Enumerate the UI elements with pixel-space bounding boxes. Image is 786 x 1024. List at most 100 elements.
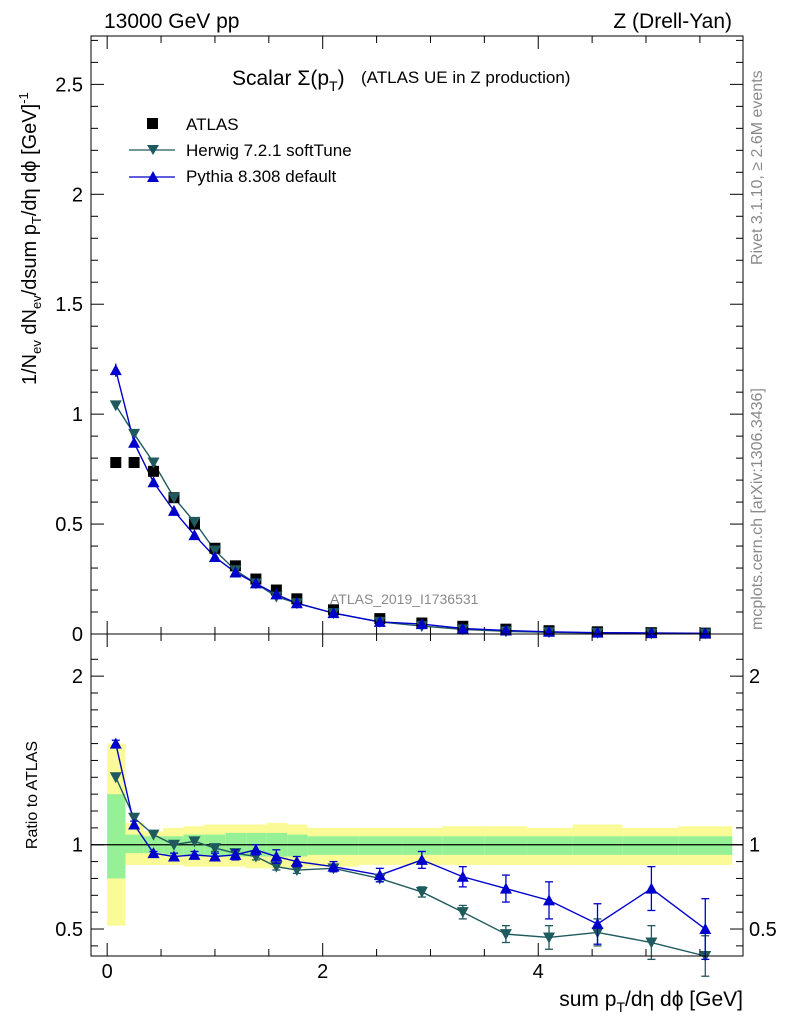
legend-label-pythia: Pythia 8.308 default [186,167,337,186]
ratio-y-axis-label: Ratio to ATLAS [24,741,41,849]
x-tick-label: 4 [533,961,544,983]
ratio-data-series [109,737,712,977]
ylabel-part-1: 1/N [19,354,41,385]
main-data-series [109,363,712,640]
header-left-label: 13000 GeV pp [104,10,239,33]
herwig-point [128,428,141,440]
herwig-point [147,457,160,469]
pythia-point [373,615,386,627]
main-y-tick-label: 2.5 [55,74,83,96]
ratio-herwig-point [290,865,303,877]
main-y-axis-label: 1/Nev dNev/dsum pT/dη dϕ [GeV]-1 [16,92,44,385]
ratio-pythia-point [229,848,242,860]
x-tick-label: 2 [317,961,328,983]
ylabel-part-2: dN [19,309,41,340]
ratio-pythia-point [167,850,180,862]
main-y-tick-label: 0 [72,624,83,646]
xlabel-sub: T [616,999,625,1015]
herwig-point [167,492,180,504]
ratio-herwig-point [109,772,122,784]
ratio-herwig-point [499,929,512,941]
ratio-herwig-point [208,843,221,855]
ratio-pythia-point [645,882,658,894]
herwig-point [188,516,201,528]
ratio-band-green [287,834,308,857]
ratio-pythia-point [456,870,469,882]
pythia-point [699,627,712,639]
title-main: Scalar Σ(p [232,67,329,90]
title-close: ) [338,67,345,90]
main-plot-title: Scalar Σ(pT) (ATLAS UE in Z production) [232,67,570,94]
atlas-data-point [128,457,140,469]
ratio-herwig-point [456,907,469,919]
pythia-point [645,626,658,638]
ratio-herwig-point [270,861,283,873]
x-tick-label: 0 [102,961,113,983]
pythia-point [229,566,242,578]
ylabel-sub-1: ev [29,340,44,354]
pythia-point [128,436,141,448]
ratio-band-green [622,836,679,855]
ratio-pythia-point [290,855,303,867]
ratio-band-green [484,836,528,855]
legend-label-atlas: ATLAS [186,115,239,134]
legend: ATLAS Herwig 7.2.1 softTune Pythia 8.308… [129,115,352,186]
ratio-herwig-point [147,829,160,841]
rivet-version-label: Rivet 3.1.10, ≥ 2.6M events [749,70,766,265]
xlabel-part-1: sum p [559,988,616,1011]
ratio-herwig-point [128,812,141,824]
mcplots-reference-label: mcplots.cern.ch [arXiv:1306.3436] [749,388,766,630]
atlas-data-point [148,465,160,477]
ylabel-sub-2: ev [29,295,44,309]
ratio-herwig-point [415,886,428,898]
ratio-y-tick-label: 2 [72,666,83,688]
atlas-data-point [110,457,122,469]
ratio-band-green [442,836,485,855]
ratio-band-green [358,836,403,855]
ratio-pythia-point [128,818,141,830]
pythia-point [290,597,303,609]
ratio-y-tick-label-right: 2 [749,666,760,688]
xlabel-part-2: /dη dϕ [GeV] [625,988,743,1011]
main-plot-frame [90,35,744,635]
pythia-point [456,622,469,634]
ratio-herwig-point [188,836,201,848]
ylabel-part-4: /dη dϕ [GeV] [19,104,41,216]
ratio-pythia-point [373,869,386,881]
ylabel-part-3: /dsum p [19,224,41,295]
ratio-pythia-point [188,848,201,860]
analysis-watermark: ATLAS_2019_I1736531 [330,591,479,607]
pythia-point [167,504,180,516]
ratio-band-green [125,834,144,854]
ratio-band-green [307,836,359,855]
ylabel-sub-3: T [29,216,44,224]
title-subscript: T [329,78,338,94]
ratio-band-green [678,836,733,855]
ratio-band-green [572,836,623,855]
ratio-y-tick-label-right: 0.5 [749,919,777,941]
ratio-pythia-point [591,917,604,929]
title-note: (ATLAS UE in Z production) [361,68,570,87]
x-axis-label: sum pT/dη dϕ [GeV] [559,988,743,1015]
ratio-pythia-point [270,850,283,862]
pythia-point [499,624,512,636]
ratio-axis-ticks: 0.5 0.5 1 1 2 2 0 2 4 [55,634,777,983]
legend-marker-herwig [147,145,159,155]
pythia-point [147,476,160,488]
ratio-herwig-point [167,839,180,851]
ratio-pythia-point [543,894,556,906]
pythia-point [327,607,340,619]
herwig-point [109,400,122,412]
herwig-point [208,545,221,557]
legend-label-herwig: Herwig 7.2.1 softTune [186,141,352,160]
ratio-uncertainty-bands [107,743,733,926]
ratio-pythia-point [249,843,262,855]
pythia-point [591,626,604,638]
ylabel-sup: -1 [16,92,31,104]
legend-marker-atlas [147,118,158,129]
main-y-tick-label: 1 [72,404,83,426]
ratio-pythia-point [147,847,160,859]
legend-marker-pythia [147,171,159,182]
ratio-pythia-point [327,860,340,872]
ratio-pythia-point [499,882,512,894]
